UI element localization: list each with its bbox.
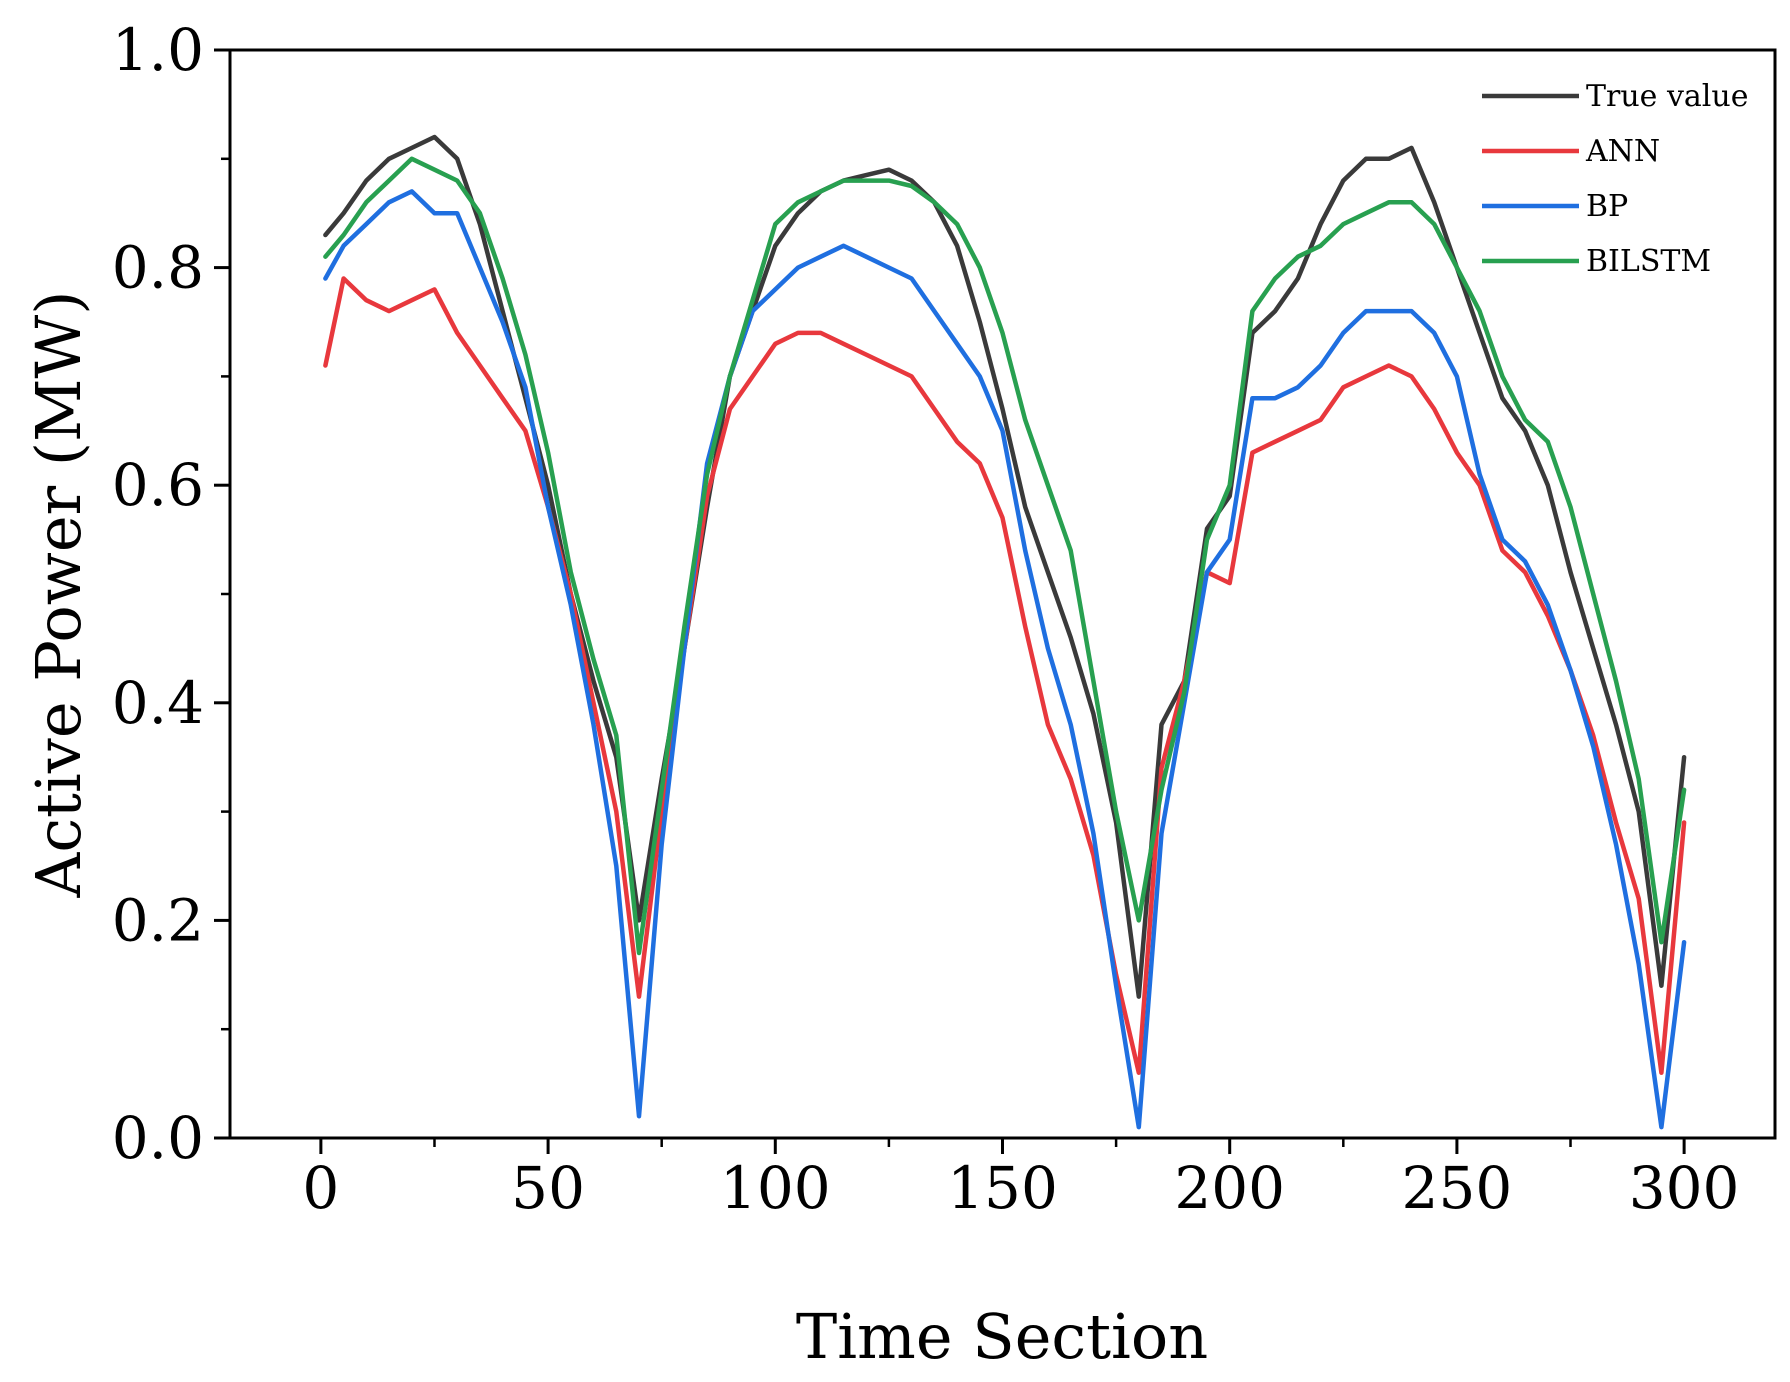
- x-axis-title: Time Section: [796, 1300, 1208, 1373]
- y-tick-label-0: 0.0: [112, 1104, 204, 1172]
- x-tick-label-100: 100: [720, 1154, 831, 1222]
- legend-label-bilstm: BILSTM: [1586, 244, 1711, 279]
- y-axis-title: Active Power (MW): [22, 291, 95, 899]
- y-tick-label-0.2: 0.2: [112, 886, 204, 954]
- series-layer: [323, 134, 1687, 1130]
- x-tick-label-150: 150: [947, 1154, 1058, 1222]
- x-tick-label-50: 50: [511, 1154, 585, 1222]
- ticks-layer: 0 50 100 150 200 250 300 0.0 0.2 0.4 0.6 0.8 1.0: [112, 16, 1740, 1222]
- y-tick-label-0.4: 0.4: [112, 669, 204, 737]
- y-tick-label-1: 1.0: [112, 16, 204, 84]
- legend: True value ANN BP BILSTM: [1482, 79, 1748, 279]
- x-tick-label-250: 250: [1402, 1154, 1513, 1222]
- x-tick-label-200: 200: [1174, 1154, 1285, 1222]
- series-line-bilstm: [323, 156, 1687, 956]
- legend-label-ann: ANN: [1585, 134, 1660, 169]
- series-line-true-value: [323, 134, 1687, 999]
- series-line-bp: [323, 189, 1687, 1130]
- x-tick-label-0: 0: [302, 1154, 339, 1222]
- y-tick-label-0.8: 0.8: [112, 234, 204, 302]
- x-tick-label-300: 300: [1629, 1154, 1740, 1222]
- y-tick-label-0.6: 0.6: [112, 451, 204, 519]
- legend-label-true-value: True value: [1586, 79, 1748, 114]
- legend-label-bp: BP: [1586, 189, 1628, 224]
